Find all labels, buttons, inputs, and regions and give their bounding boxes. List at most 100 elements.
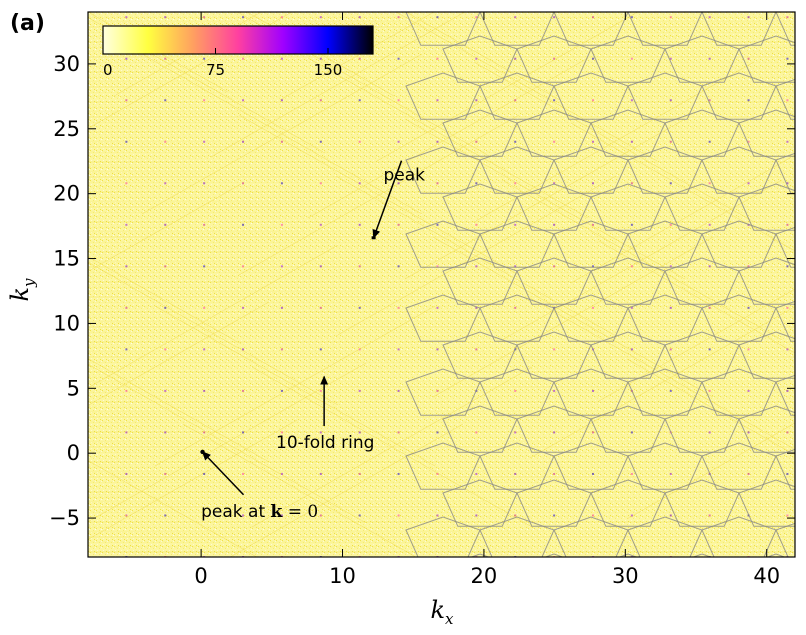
texture-line [335, 175, 617, 337]
peak-spot [786, 16, 789, 19]
tiling-cell [479, 146, 555, 194]
peak-spot [630, 514, 633, 517]
x-tick-label: 20 [471, 564, 498, 588]
peak-spot [669, 57, 672, 60]
peak-spot [669, 514, 672, 517]
texture-line [88, 12, 293, 129]
peak-spot [475, 431, 478, 434]
peak-spot [319, 389, 322, 392]
x-axis-label: kx [430, 596, 454, 628]
tiling-cell [692, 553, 712, 557]
tiling-cell [405, 72, 481, 120]
annotation-arrow [201, 451, 245, 496]
tiling-cell [775, 78, 795, 120]
tiling-cell [590, 109, 666, 157]
heatmap-background [88, 12, 795, 557]
tiling-cell [442, 257, 518, 305]
peak-spot [358, 16, 361, 19]
peak-spot [630, 348, 633, 351]
tiling-cell [701, 146, 777, 194]
tiling-cell [405, 146, 481, 194]
peak-spot [708, 389, 711, 392]
peak-spot [125, 140, 128, 143]
tiling-cell [590, 405, 666, 453]
peak-spot [553, 389, 556, 392]
tiling-cell [702, 591, 776, 635]
peak-spot [475, 16, 478, 19]
peak-spot [125, 472, 128, 475]
peak-spot [164, 472, 167, 475]
tiling-cell [627, 146, 703, 194]
peak-spot [747, 348, 750, 351]
peak-spot [203, 472, 206, 475]
peak-spot [164, 514, 167, 517]
peak-spot [630, 431, 633, 434]
annotation-label-part: k [271, 502, 284, 522]
tiling-cell [517, 0, 591, 8]
peak-spot [358, 389, 361, 392]
tiling-cell [554, 591, 628, 635]
peak-spot [242, 223, 245, 226]
peak-spot [242, 16, 245, 19]
y-axis-label-main: k [6, 287, 34, 302]
peak-spot [164, 140, 167, 143]
annotation-label-part: = [282, 502, 307, 522]
peak-spot [708, 514, 711, 517]
x-axis-label-sub: x [445, 610, 454, 628]
peak-spot [164, 16, 167, 19]
peak-spot [358, 57, 361, 60]
tiling-cell [479, 442, 555, 490]
peak-spot [203, 140, 206, 143]
texture-line [501, 179, 783, 341]
peak-spot [125, 182, 128, 185]
peak-spot [436, 99, 439, 102]
peak-spot [786, 182, 789, 185]
peak-spot [475, 514, 478, 517]
peak-spot [397, 348, 400, 351]
peak-spot [319, 99, 322, 102]
peak-spot [786, 389, 789, 392]
peak-spot [514, 57, 517, 60]
x-tick-label: 10 [329, 564, 356, 588]
texture-line [113, 12, 262, 97]
tiling-cell [618, 553, 638, 557]
peak-spot [164, 223, 167, 226]
peak-spot [397, 472, 400, 475]
peak-spot [630, 57, 633, 60]
tiling-cell [738, 331, 795, 379]
peak-spot [708, 99, 711, 102]
tiling-cell [627, 220, 703, 268]
peak-spot [358, 182, 361, 185]
texture-line [141, 53, 423, 215]
peak-spot [358, 472, 361, 475]
peak-spot [164, 431, 167, 434]
peak-spot [708, 182, 711, 185]
tiling-cell [553, 12, 629, 46]
annotation-label: peak [384, 166, 426, 186]
peak-spot [436, 306, 439, 309]
peak-spot [164, 348, 167, 351]
texture-line [88, 362, 367, 523]
peak-spot [125, 306, 128, 309]
peak-spot [669, 348, 672, 351]
tiling-cell [664, 405, 740, 453]
annotation-label: 10-fold ring [276, 433, 374, 453]
peak-spot [358, 431, 361, 434]
y-tick-label: 0 [67, 441, 80, 465]
tiling-cell [775, 300, 795, 342]
peak-spot [358, 265, 361, 268]
tiling-cell [590, 183, 666, 231]
tiling-cell [627, 516, 703, 557]
peak-spot [397, 140, 400, 143]
peak-spot [708, 265, 711, 268]
peak-spot [280, 389, 283, 392]
peak-spot [553, 472, 556, 475]
tiling-cell [701, 12, 777, 46]
peak-spot [747, 472, 750, 475]
tiling-cell [442, 183, 518, 231]
texture-line [626, 422, 795, 520]
peak-spot [125, 57, 128, 60]
peak-spot [553, 182, 556, 185]
peak-spot [514, 389, 517, 392]
peak-spot [242, 99, 245, 102]
